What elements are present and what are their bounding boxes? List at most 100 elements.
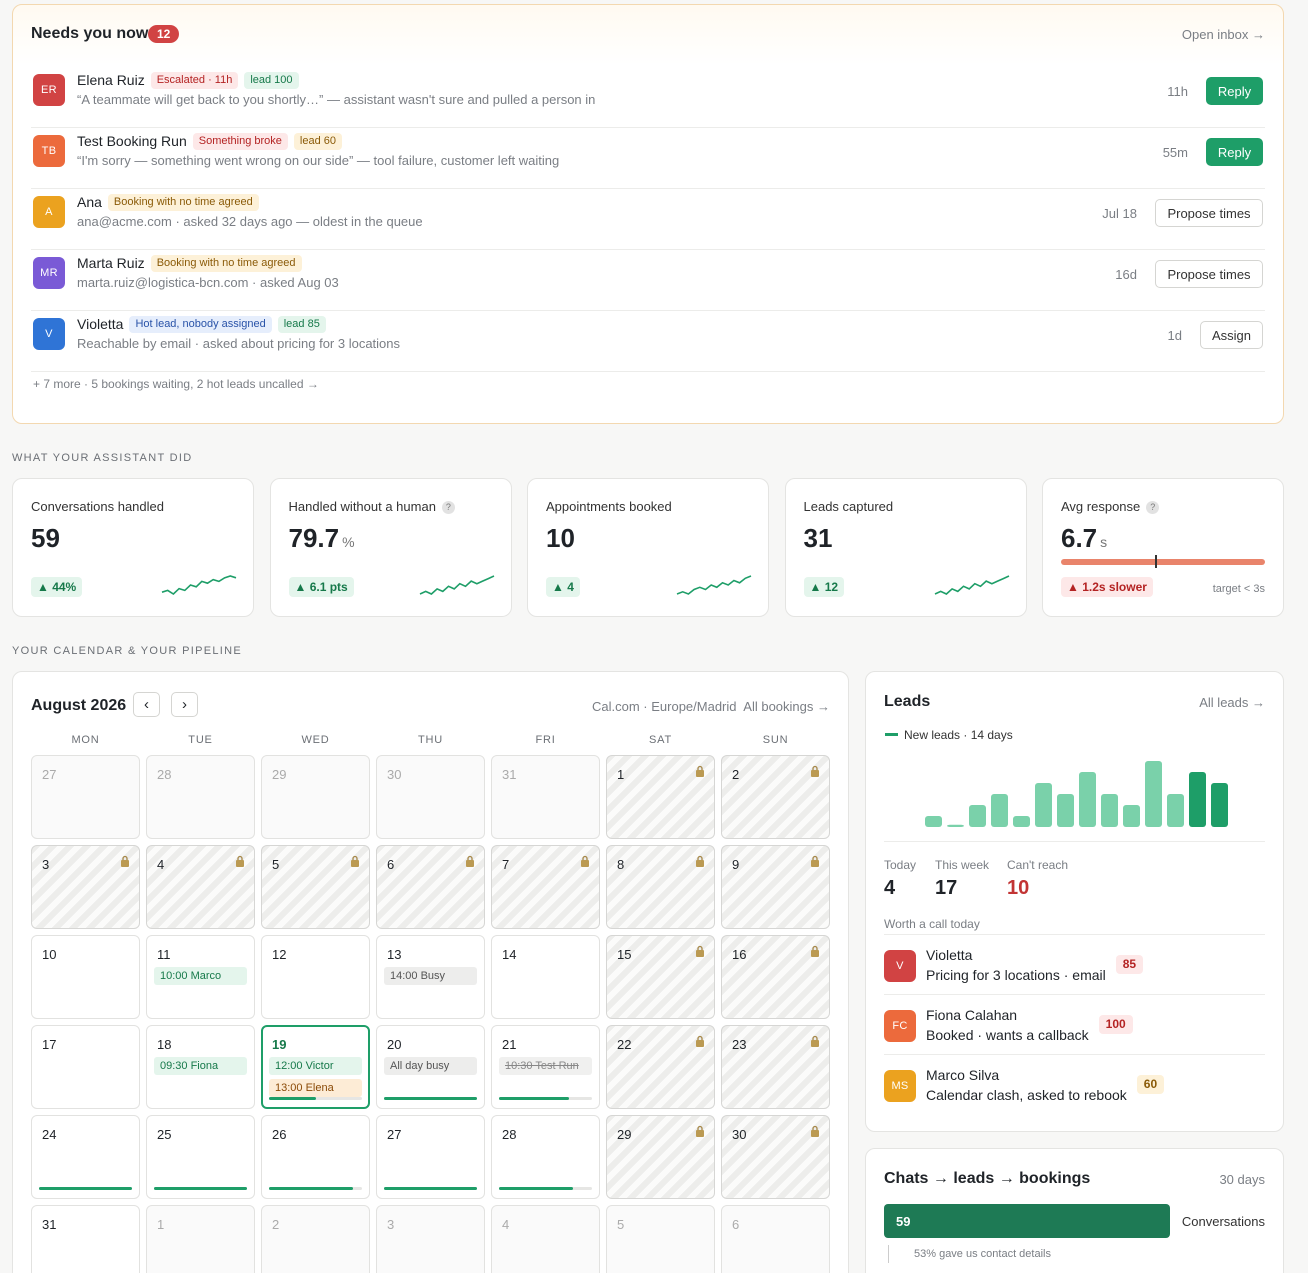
calendar-day[interactable]: 1: [606, 755, 715, 839]
calendar-event[interactable]: 10:00 Marco: [154, 967, 247, 985]
reach-label: Can't reach: [1007, 858, 1068, 872]
calendar-day[interactable]: 11 10:00 Marco: [146, 935, 255, 1019]
help-icon[interactable]: ?: [441, 501, 455, 514]
calendar-day[interactable]: 12: [261, 935, 370, 1019]
calendar-day[interactable]: 2: [721, 755, 830, 839]
calendar-day[interactable]: 25: [146, 1115, 255, 1199]
propose-times-button[interactable]: Propose times: [1155, 260, 1263, 288]
calendar-day[interactable]: 1: [146, 1205, 255, 1273]
avatar: FC: [884, 1010, 916, 1042]
calendar-day[interactable]: 7: [491, 845, 600, 929]
calendar-day[interactable]: 28: [146, 755, 255, 839]
calendar-day[interactable]: 29: [606, 1115, 715, 1199]
calendar-day[interactable]: 4: [491, 1205, 600, 1273]
sparkline: [161, 575, 237, 596]
propose-times-button[interactable]: Propose times: [1155, 199, 1263, 227]
call-list-item[interactable]: V Violetta Pricing for 3 locations · email…: [884, 934, 1265, 994]
day-number: 22: [617, 1037, 632, 1052]
calendar-day[interactable]: 3: [376, 1205, 485, 1273]
calendar-day[interactable]: 18 09:30 Fiona: [146, 1025, 255, 1109]
day-number: 25: [157, 1127, 172, 1142]
calendar-day[interactable]: 9: [721, 845, 830, 929]
calendar-day[interactable]: 31: [491, 755, 600, 839]
status-badge: Booking with no time agreed: [107, 194, 259, 211]
calendar-day[interactable]: 27: [376, 1115, 485, 1199]
sparkline: [676, 575, 752, 595]
calendar-event[interactable]: 09:30 Fiona: [154, 1057, 247, 1075]
calendar-day[interactable]: 6: [721, 1205, 830, 1273]
day-number: 30: [387, 767, 402, 782]
day-number: 11: [157, 947, 171, 962]
calendar-day[interactable]: 8: [606, 845, 715, 929]
day-number: 27: [387, 1127, 402, 1142]
stat-value: 10: [546, 523, 575, 554]
calendar-day[interactable]: 22: [606, 1025, 715, 1109]
leads-bar: [1123, 805, 1140, 827]
calendar-day[interactable]: 4: [146, 845, 255, 929]
call-list-item[interactable]: MS Marco Silva Calendar clash, asked to re…: [884, 1054, 1265, 1114]
stat-label-text: Avg response: [1061, 499, 1141, 514]
day-number: 31: [502, 767, 517, 782]
all-leads-link[interactable]: All leads →: [1199, 695, 1265, 710]
calendar-day[interactable]: 23: [721, 1025, 830, 1109]
open-inbox-link[interactable]: Open inbox →: [1181, 27, 1265, 42]
all-bookings-link[interactable]: All bookings →: [743, 699, 830, 714]
needs-item[interactable]: A Ana Booking with no time agreed ana@acme.…: [31, 189, 1265, 250]
needs-item[interactable]: ER Elena Ruiz Escalated · 11h lead 100 “A te…: [31, 67, 1265, 128]
needs-item[interactable]: MR Marta Ruiz Booking with no time agreed m…: [31, 250, 1265, 311]
calendar-day[interactable]: 19 12:00 Victor 13:00 Elena: [261, 1025, 370, 1109]
calendar-day[interactable]: 5: [261, 845, 370, 929]
needs-item-header: Elena Ruiz Escalated · 11h lead 100: [77, 72, 299, 89]
leads-bar: [991, 794, 1008, 827]
calendar-day[interactable]: 13 14:00 Busy: [376, 935, 485, 1019]
calendar-day[interactable]: 2: [261, 1205, 370, 1273]
reach-value: 10: [1007, 877, 1030, 899]
assign-button[interactable]: Assign: [1200, 321, 1263, 349]
calendar-event[interactable]: 10:30 Test Run: [499, 1057, 592, 1075]
calendar-day[interactable]: 3: [31, 845, 140, 929]
calendar-day[interactable]: 10: [31, 935, 140, 1019]
funnel-bar-conversations[interactable]: 59: [884, 1204, 1170, 1238]
leads-bar: [1057, 794, 1074, 827]
calendar-day[interactable]: 20 All day busy: [376, 1025, 485, 1109]
calendar-day[interactable]: 6: [376, 845, 485, 929]
next-month-button[interactable]: ›: [171, 692, 198, 717]
needs-item[interactable]: V Violetta Hot lead, nobody assigned lead 8…: [31, 311, 1265, 372]
calendar-day[interactable]: 28: [491, 1115, 600, 1199]
call-name: Marco Silva: [926, 1067, 1000, 1083]
needs-item[interactable]: TB Test Booking Run Something broke lead 60…: [31, 128, 1265, 189]
calendar-event[interactable]: 13:00 Elena: [269, 1079, 362, 1097]
lock-icon: [235, 854, 245, 867]
calendar-event[interactable]: 12:00 Victor: [269, 1057, 362, 1075]
prev-month-button[interactable]: ‹: [133, 692, 160, 717]
calendar-day[interactable]: 5: [606, 1205, 715, 1273]
day-number: 20: [387, 1037, 402, 1052]
call-list-item[interactable]: FC Fiona Calahan Booked · wants a callback…: [884, 994, 1265, 1054]
calendar-day[interactable]: 14: [491, 935, 600, 1019]
calendar-day[interactable]: 15: [606, 935, 715, 1019]
needs-item-name: Test Booking Run: [77, 133, 187, 149]
calendar-day[interactable]: 30: [376, 755, 485, 839]
lock-icon: [350, 854, 360, 867]
calendar-day[interactable]: 17: [31, 1025, 140, 1109]
calendar-event[interactable]: 14:00 Busy: [384, 967, 477, 985]
calendar-day[interactable]: 26: [261, 1115, 370, 1199]
calendar-day[interactable]: 16: [721, 935, 830, 1019]
calendar-day[interactable]: 27: [31, 755, 140, 839]
calendar-day[interactable]: 21 10:30 Test Run: [491, 1025, 600, 1109]
help-icon[interactable]: ?: [1146, 501, 1160, 514]
reply-button[interactable]: Reply: [1206, 77, 1263, 105]
calendar-day[interactable]: 30: [721, 1115, 830, 1199]
needs-more-link[interactable]: + 7 more · 5 bookings waiting, 2 hot lea…: [33, 377, 319, 391]
stat-label-text: Appointments booked: [546, 499, 672, 514]
day-number: 28: [502, 1127, 517, 1142]
calendar-day[interactable]: 31: [31, 1205, 140, 1273]
stat-value: 79.7%: [289, 523, 355, 554]
day-number: 5: [272, 857, 280, 872]
calendar-day[interactable]: 24: [31, 1115, 140, 1199]
needs-count-badge: 12: [148, 25, 180, 43]
calendar-event[interactable]: All day busy: [384, 1057, 477, 1075]
calendar-day[interactable]: 29: [261, 755, 370, 839]
reply-button[interactable]: Reply: [1206, 138, 1263, 166]
stat-card: Avg response? 6.7 s ▲ 1.2s slower target < 3…: [1042, 478, 1284, 617]
